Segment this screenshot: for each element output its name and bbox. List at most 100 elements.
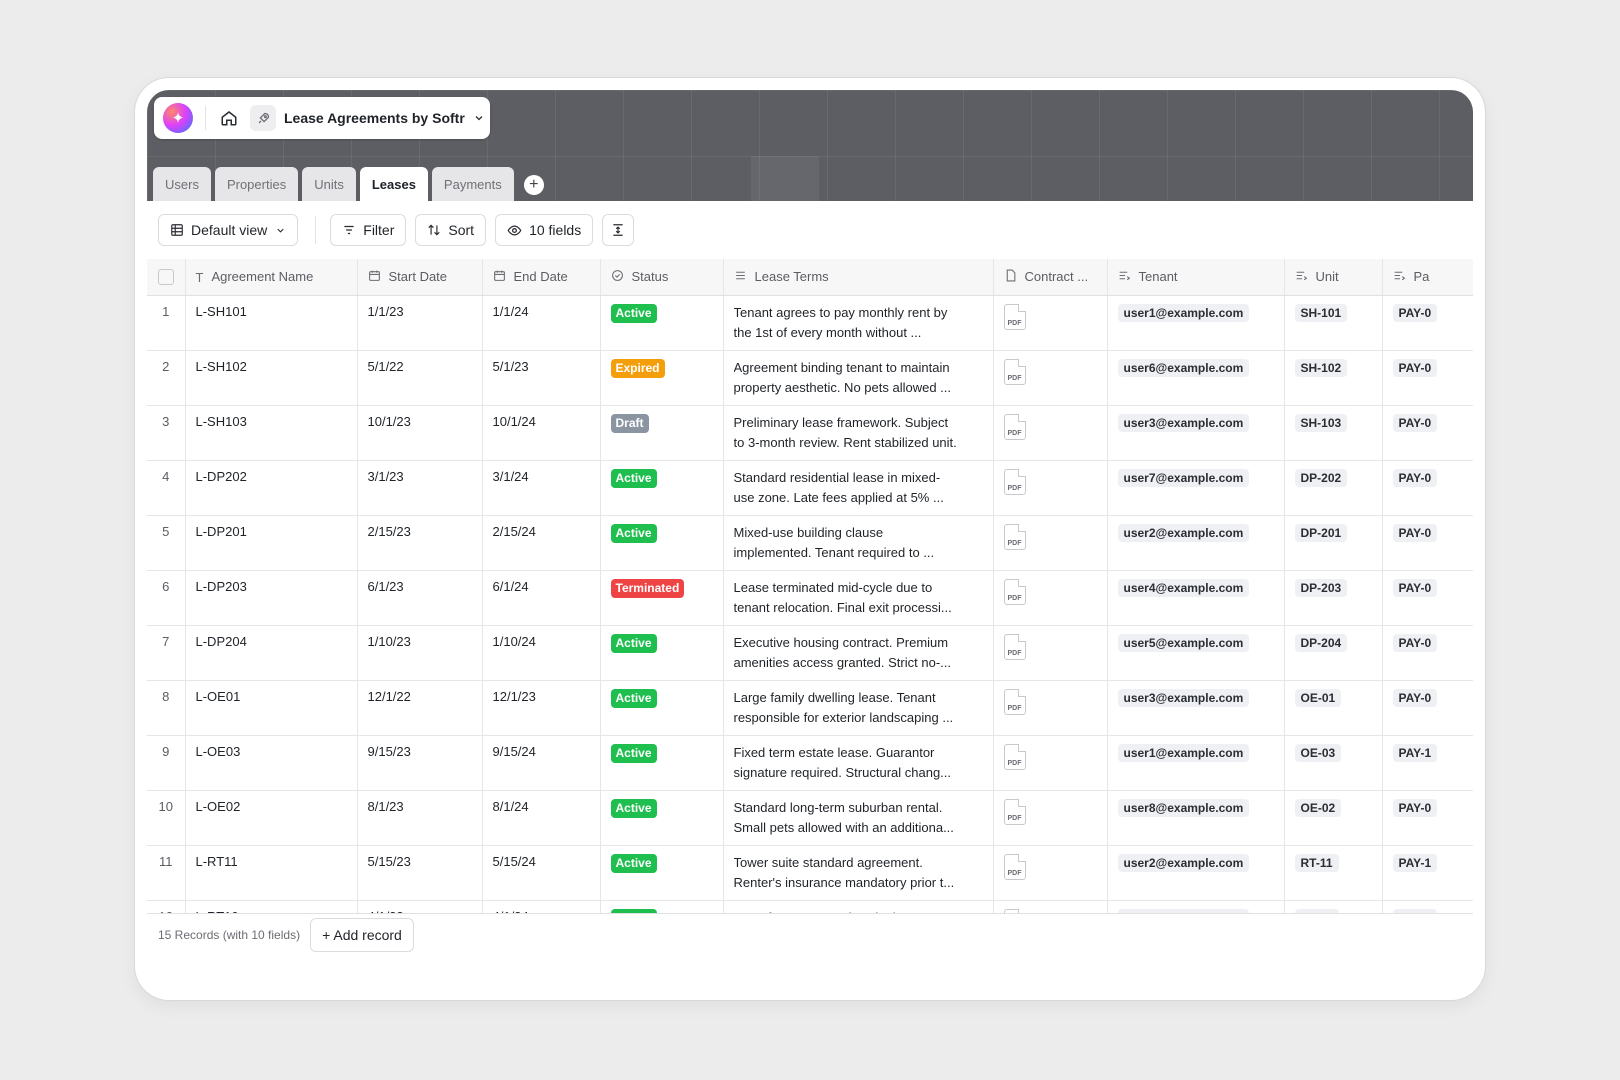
contract-cell[interactable]: PDF xyxy=(993,570,1108,626)
add-tab-button[interactable]: + xyxy=(523,175,544,195)
payment-chip[interactable]: PAY-0 xyxy=(1392,689,1438,707)
tenant-cell[interactable]: user3@example.com xyxy=(1107,405,1285,461)
payment-cell[interactable]: PAY-0 xyxy=(1382,680,1473,736)
table-row[interactable]: 2 L-SH102 5/1/22 5/1/23 Expired Agreement bin… xyxy=(147,350,1473,406)
contract-cell[interactable]: PDF xyxy=(993,845,1108,901)
table-row[interactable]: 11 L-RT11 5/15/23 5/15/24 Active Tower suite … xyxy=(147,845,1473,901)
agreement-name-cell[interactable]: L-OE02 xyxy=(185,790,358,846)
status-cell[interactable]: Terminated xyxy=(600,570,724,626)
start-date-cell[interactable]: 4/1/23 xyxy=(357,900,483,913)
start-date-cell[interactable]: 8/1/23 xyxy=(357,790,483,846)
unit-chip[interactable]: SH-103 xyxy=(1294,414,1348,432)
lease-terms-cell[interactable]: Waterfront panoramic suite lease.Water u… xyxy=(723,900,994,913)
tab-leases[interactable]: Leases xyxy=(359,167,428,201)
column-header-contract[interactable]: Contract ... xyxy=(993,259,1108,296)
column-header-payment[interactable]: Pa xyxy=(1382,259,1473,296)
agreement-name-cell[interactable]: L-RT11 xyxy=(185,845,358,901)
unit-chip[interactable]: DP-203 xyxy=(1294,579,1348,597)
fields-button[interactable]: 10 fields xyxy=(495,214,594,246)
status-cell[interactable]: Active xyxy=(600,790,724,846)
contract-cell[interactable]: PDF xyxy=(993,295,1108,351)
lease-terms-cell[interactable]: Standard residential lease in mixed-use … xyxy=(723,460,994,516)
view-selector-button[interactable]: Default view xyxy=(158,214,299,246)
pdf-file-icon[interactable]: PDF xyxy=(1003,909,1026,913)
tenant-cell[interactable]: user3@example.com xyxy=(1107,680,1285,736)
unit-cell[interactable]: SH-101 xyxy=(1284,295,1383,351)
lease-terms-cell[interactable]: Tenant agrees to pay monthly rent by the … xyxy=(723,295,994,351)
unit-cell[interactable]: RT-10 xyxy=(1284,900,1383,913)
add-record-button[interactable]: + Add record xyxy=(310,918,414,952)
contract-cell[interactable]: PDF xyxy=(993,460,1108,516)
end-date-cell[interactable]: 10/1/24 xyxy=(482,405,601,461)
pdf-file-icon[interactable]: PDF xyxy=(1003,414,1026,440)
payment-cell[interactable]: PAY-0 xyxy=(1382,515,1473,571)
pdf-file-icon[interactable]: PDF xyxy=(1003,634,1026,660)
tenant-cell[interactable]: user6@example.com xyxy=(1107,350,1285,406)
column-header-start-date[interactable]: Start Date xyxy=(357,259,483,296)
table-row[interactable]: 9 L-OE03 9/15/23 9/15/24 Active Fixed term es… xyxy=(147,735,1473,791)
unit-chip[interactable]: OE-02 xyxy=(1294,799,1342,817)
app-switcher[interactable]: ✦ Lease Agreements by Softr xyxy=(154,97,490,139)
tenant-chip[interactable]: user3@example.com xyxy=(1117,689,1250,707)
payment-chip[interactable]: PAY-1 xyxy=(1392,744,1438,762)
lease-terms-cell[interactable]: Agreement binding tenant to maintain prop… xyxy=(723,350,994,406)
unit-chip[interactable]: SH-101 xyxy=(1294,304,1348,322)
contract-cell[interactable]: PDF xyxy=(993,515,1108,571)
status-cell[interactable]: Active xyxy=(600,735,724,791)
tenant-chip[interactable]: user6@example.com xyxy=(1117,359,1250,377)
filter-button[interactable]: Filter xyxy=(330,214,407,246)
pdf-file-icon[interactable]: PDF xyxy=(1003,744,1026,770)
tenant-chip[interactable]: user4@example.com xyxy=(1117,909,1250,913)
tab-payments[interactable]: Payments xyxy=(431,167,514,201)
status-cell[interactable]: Active xyxy=(600,515,724,571)
lease-terms-cell[interactable]: Tower suite standard agreement. Renter's … xyxy=(723,845,994,901)
end-date-cell[interactable]: 8/1/24 xyxy=(482,790,601,846)
lease-terms-cell[interactable]: Preliminary lease framework. Subject to 3… xyxy=(723,405,994,461)
status-cell[interactable]: Active xyxy=(600,625,724,681)
start-date-cell[interactable]: 6/1/23 xyxy=(357,570,483,626)
unit-chip[interactable]: DP-201 xyxy=(1294,524,1348,542)
lease-terms-cell[interactable]: Mixed-use building clause implemented. Te… xyxy=(723,515,994,571)
table-row[interactable]: 1 L-SH101 1/1/23 1/1/24 Active Tenant agrees … xyxy=(147,295,1473,351)
status-cell[interactable]: Active xyxy=(600,460,724,516)
contract-cell[interactable]: PDF xyxy=(993,680,1108,736)
start-date-cell[interactable]: 5/15/23 xyxy=(357,845,483,901)
payment-cell[interactable]: PAY-1 xyxy=(1382,900,1473,913)
start-date-cell[interactable]: 1/10/23 xyxy=(357,625,483,681)
payment-cell[interactable]: PAY-0 xyxy=(1382,790,1473,846)
tenant-cell[interactable]: user2@example.com xyxy=(1107,845,1285,901)
end-date-cell[interactable]: 2/15/24 xyxy=(482,515,601,571)
payment-chip[interactable]: PAY-0 xyxy=(1392,524,1438,542)
payment-cell[interactable]: PAY-0 xyxy=(1382,570,1473,626)
pdf-file-icon[interactable]: PDF xyxy=(1003,689,1026,715)
table-row[interactable]: 6 L-DP203 6/1/23 6/1/24 Terminated Lease term… xyxy=(147,570,1473,626)
table-row[interactable]: 12L-RT104/1/234/1/24 Active Waterfront pan… xyxy=(147,900,1473,913)
status-cell[interactable]: Active xyxy=(600,900,724,913)
unit-cell[interactable]: RT-11 xyxy=(1284,845,1383,901)
agreement-name-cell[interactable]: L-DP201 xyxy=(185,515,358,571)
tenant-cell[interactable]: user1@example.com xyxy=(1107,295,1285,351)
tab-units[interactable]: Units xyxy=(302,167,356,201)
agreement-name-cell[interactable]: L-DP203 xyxy=(185,570,358,626)
start-date-cell[interactable]: 10/1/23 xyxy=(357,405,483,461)
unit-cell[interactable]: OE-03 xyxy=(1284,735,1383,791)
payment-chip[interactable]: PAY-0 xyxy=(1392,634,1438,652)
start-date-cell[interactable]: 9/15/23 xyxy=(357,735,483,791)
unit-cell[interactable]: SH-102 xyxy=(1284,350,1383,406)
chevron-down-icon[interactable] xyxy=(473,112,485,124)
tab-properties[interactable]: Properties xyxy=(214,167,299,201)
tenant-chip[interactable]: user4@example.com xyxy=(1117,579,1250,597)
unit-cell[interactable]: OE-02 xyxy=(1284,790,1383,846)
payment-cell[interactable]: PAY-0 xyxy=(1382,625,1473,681)
payment-cell[interactable]: PAY-1 xyxy=(1382,735,1473,791)
end-date-cell[interactable]: 9/15/24 xyxy=(482,735,601,791)
contract-cell[interactable]: PDF xyxy=(993,790,1108,846)
status-cell[interactable]: Draft xyxy=(600,405,724,461)
tenant-chip[interactable]: user8@example.com xyxy=(1117,799,1250,817)
tenant-chip[interactable]: user5@example.com xyxy=(1117,634,1250,652)
payment-chip[interactable]: PAY-0 xyxy=(1392,579,1438,597)
end-date-cell[interactable]: 12/1/23 xyxy=(482,680,601,736)
unit-cell[interactable]: SH-103 xyxy=(1284,405,1383,461)
tenant-chip[interactable]: user3@example.com xyxy=(1117,414,1250,432)
unit-cell[interactable]: DP-202 xyxy=(1284,460,1383,516)
